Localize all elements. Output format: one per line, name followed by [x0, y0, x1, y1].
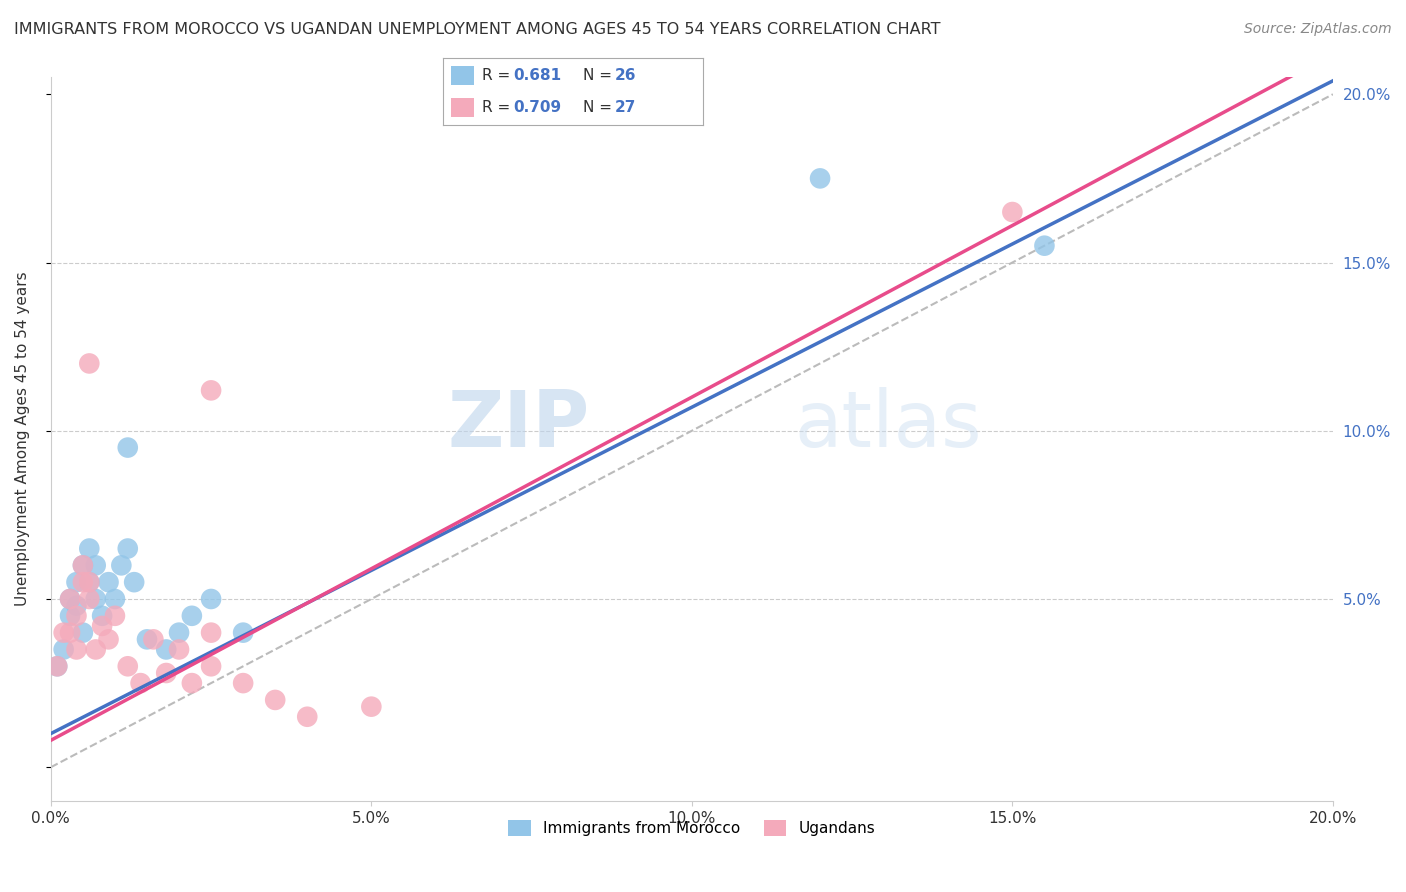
- Point: [297, 710, 319, 724]
- Text: N =: N =: [583, 68, 617, 83]
- Point: [167, 642, 190, 657]
- Point: [52, 642, 75, 657]
- Text: ZIP: ZIP: [447, 387, 589, 463]
- Point: [91, 619, 114, 633]
- Point: [59, 592, 82, 607]
- Point: [129, 676, 152, 690]
- Point: [72, 575, 94, 590]
- Point: [84, 592, 107, 607]
- Point: [200, 384, 222, 398]
- Point: [79, 356, 101, 370]
- Point: [65, 599, 87, 613]
- Point: [155, 666, 177, 681]
- Point: [1033, 238, 1056, 252]
- Point: [79, 541, 101, 556]
- Point: [79, 575, 101, 590]
- Text: N =: N =: [583, 100, 617, 115]
- Point: [59, 625, 82, 640]
- Text: 0.681: 0.681: [513, 68, 561, 83]
- Point: [104, 608, 127, 623]
- Text: IMMIGRANTS FROM MOROCCO VS UGANDAN UNEMPLOYMENT AMONG AGES 45 TO 54 YEARS CORREL: IMMIGRANTS FROM MOROCCO VS UGANDAN UNEMP…: [14, 22, 941, 37]
- Point: [97, 575, 120, 590]
- Point: [200, 625, 222, 640]
- Point: [155, 642, 177, 657]
- Point: [59, 608, 82, 623]
- Point: [79, 592, 101, 607]
- Point: [110, 558, 132, 573]
- Point: [84, 642, 107, 657]
- Point: [117, 541, 139, 556]
- Text: 26: 26: [614, 68, 636, 83]
- Point: [142, 632, 165, 647]
- Point: [360, 699, 382, 714]
- Text: 27: 27: [614, 100, 636, 115]
- Point: [122, 575, 145, 590]
- Point: [808, 171, 831, 186]
- Point: [200, 659, 222, 673]
- Point: [264, 693, 287, 707]
- FancyBboxPatch shape: [451, 98, 474, 117]
- Point: [65, 642, 87, 657]
- FancyBboxPatch shape: [451, 66, 474, 85]
- Text: atlas: atlas: [794, 387, 981, 463]
- Point: [72, 558, 94, 573]
- Y-axis label: Unemployment Among Ages 45 to 54 years: Unemployment Among Ages 45 to 54 years: [15, 272, 30, 607]
- Point: [46, 659, 69, 673]
- Point: [1001, 205, 1024, 219]
- Point: [200, 592, 222, 607]
- Point: [52, 625, 75, 640]
- Point: [79, 575, 101, 590]
- Point: [97, 632, 120, 647]
- Point: [117, 441, 139, 455]
- Text: Source: ZipAtlas.com: Source: ZipAtlas.com: [1244, 22, 1392, 37]
- Point: [72, 558, 94, 573]
- Point: [180, 608, 202, 623]
- Point: [65, 575, 87, 590]
- Point: [104, 592, 127, 607]
- Text: R =: R =: [482, 100, 515, 115]
- Point: [180, 676, 202, 690]
- Point: [84, 558, 107, 573]
- Point: [65, 608, 87, 623]
- Legend: Immigrants from Morocco, Ugandans: Immigrants from Morocco, Ugandans: [501, 813, 883, 844]
- Text: 0.709: 0.709: [513, 100, 561, 115]
- Point: [59, 592, 82, 607]
- Text: R =: R =: [482, 68, 515, 83]
- Point: [46, 659, 69, 673]
- Point: [232, 625, 254, 640]
- Point: [167, 625, 190, 640]
- Point: [91, 608, 114, 623]
- Point: [72, 625, 94, 640]
- Point: [136, 632, 159, 647]
- Point: [232, 676, 254, 690]
- Point: [117, 659, 139, 673]
